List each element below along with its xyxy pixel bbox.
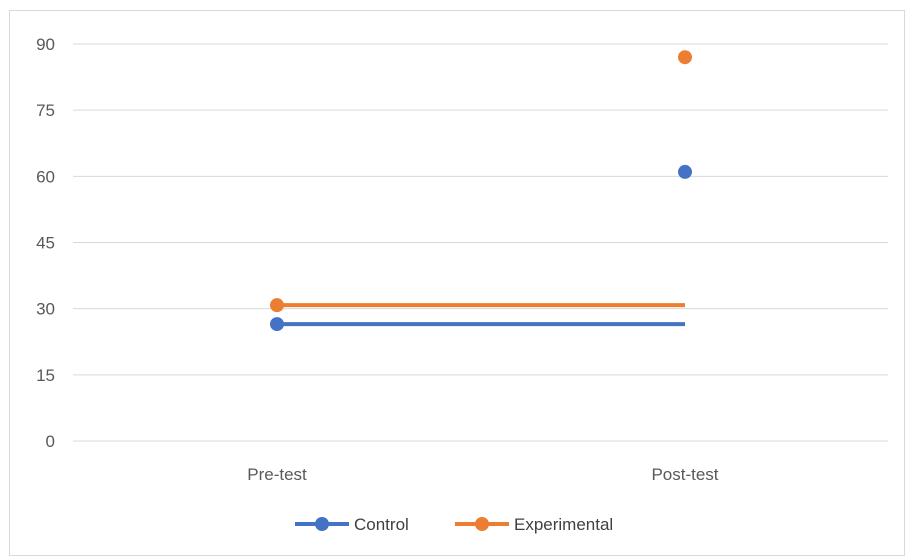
y-tick-label: 45 xyxy=(36,234,55,253)
x-tick-label: Pre-test xyxy=(247,465,307,484)
data-point xyxy=(270,298,284,313)
data-point xyxy=(270,317,284,332)
y-tick-label: 90 xyxy=(36,35,55,54)
y-tick-label: 15 xyxy=(36,366,55,385)
series xyxy=(270,50,692,332)
x-tick-label: Post-test xyxy=(651,465,718,484)
gridlines xyxy=(73,43,888,442)
series-control xyxy=(270,164,692,332)
data-point xyxy=(678,164,692,179)
legend: Control Experimental xyxy=(295,515,613,534)
data-point xyxy=(678,50,692,65)
y-axis-tick-labels: 0 15 30 45 60 75 90 xyxy=(36,35,55,451)
legend-label: Experimental xyxy=(514,515,613,534)
legend-swatch-marker xyxy=(475,517,489,531)
y-tick-label: 0 xyxy=(46,432,55,451)
legend-swatch-marker xyxy=(315,517,329,531)
y-tick-label: 75 xyxy=(36,101,55,120)
chart-frame xyxy=(9,10,905,556)
y-tick-label: 30 xyxy=(36,300,55,319)
legend-item-experimental: Experimental xyxy=(455,515,613,534)
x-axis-tick-labels: Pre-test Post-test xyxy=(247,465,719,484)
y-tick-label: 60 xyxy=(36,167,55,186)
legend-label: Control xyxy=(354,515,409,534)
legend-item-control: Control xyxy=(295,515,409,534)
series-experimental xyxy=(270,50,692,313)
